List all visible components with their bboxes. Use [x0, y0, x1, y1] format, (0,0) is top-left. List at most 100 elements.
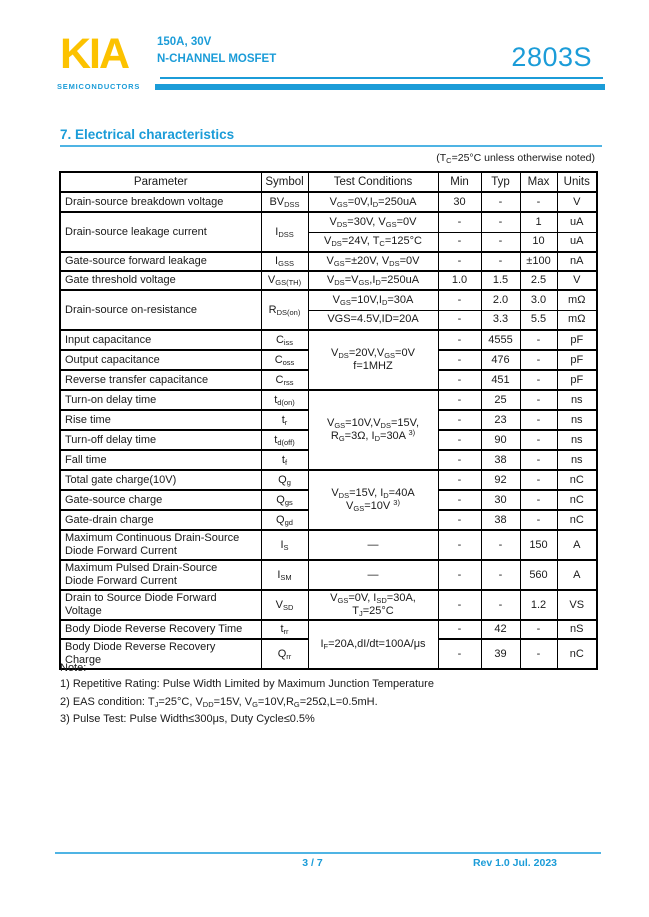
max-cell: -: [519, 638, 558, 670]
units-cell: V: [556, 270, 598, 291]
product-type: N-CHANNEL MOSFET: [157, 53, 277, 65]
symbol-cell: RDS(on): [260, 289, 309, 331]
min-cell: -: [437, 469, 482, 491]
param-cell: Rise time: [59, 409, 262, 431]
min-cell: -: [437, 429, 482, 451]
condition-cell: IF=20A,dI/dt=100A/μs: [307, 619, 439, 670]
table-row: Input capacitance Ciss VDS=20V,VGS=0V f=1MH…: [59, 329, 598, 391]
page-number: 3 / 7: [302, 857, 323, 869]
table-condition-note: (TC=25°C unless otherwise noted): [436, 152, 595, 165]
typ-cell: 92: [480, 469, 521, 491]
table-row: Output capacitance Coss -476- pF: [59, 349, 598, 371]
param-cell: Drain-source on-resistance: [59, 289, 262, 331]
symbol-cell: td(on): [260, 389, 309, 411]
max-cell: 3.0: [519, 289, 558, 311]
semiconductors-label: SEMICONDUCTORS: [57, 82, 141, 91]
symbol-cell: Qrr: [260, 638, 309, 670]
typ-cell: -: [480, 589, 521, 621]
condition-cell: VDS=VGS,ID=250uA: [307, 270, 439, 291]
param-cell: Gate-source forward leakage: [59, 251, 262, 272]
units-cell: uA: [556, 211, 598, 233]
units-cell: A: [556, 559, 598, 591]
column-header: Typ: [480, 171, 521, 193]
table-row: Body Diode Reverse Recovery Charge Qrr -39-…: [59, 638, 598, 670]
electrical-characteristics-table: Parameter Symbol Test Conditions Min Typ Max U…: [59, 171, 598, 670]
units-cell: V: [556, 191, 598, 213]
max-cell: 1: [519, 211, 558, 233]
condition-cell: VDS=20V,VGS=0V f=1MHZ: [307, 329, 439, 391]
condition-cell: VDS=24V, TC=125°C: [307, 231, 439, 253]
symbol-cell: VSD: [260, 589, 309, 621]
table-row: Turn-on delay time td(on) VGS=10V,VDS=15V,…: [59, 389, 598, 471]
max-cell: -: [519, 389, 558, 411]
section-title-underline: [60, 145, 602, 147]
product-rating: 150A, 30V: [157, 36, 212, 48]
typ-cell: -: [480, 191, 521, 213]
min-cell: -: [437, 211, 482, 233]
condition-cell: VGS=0V, ISD=30A, TJ=25°C: [307, 589, 439, 621]
symbol-cell: IS: [260, 529, 309, 561]
spec-table: Parameter Symbol Test Conditions Min Typ Max U…: [59, 171, 598, 670]
min-cell: -: [437, 449, 482, 471]
min-cell: -: [437, 509, 482, 531]
table-row: Rise time tr -23- ns: [59, 409, 598, 431]
param-cell: Gate-source charge: [59, 489, 262, 511]
table-row: Total gate charge(10V) Qg VDS=15V, ID=40A V…: [59, 469, 598, 531]
column-header: Max: [519, 171, 558, 193]
symbol-cell: Qg: [260, 469, 309, 491]
condition-cell: —: [307, 559, 439, 591]
note-item: 3) Pulse Test: Pulse Width≤300μs, Duty C…: [60, 713, 315, 725]
max-cell: -: [519, 409, 558, 431]
symbol-cell: tr: [260, 409, 309, 431]
symbol-cell: td(off): [260, 429, 309, 451]
param-cell: Input capacitance: [59, 329, 262, 351]
units-cell: ns: [556, 409, 598, 431]
max-cell: 560: [519, 559, 558, 591]
units-cell: ns: [556, 449, 598, 471]
symbol-cell: Ciss: [260, 329, 309, 351]
param-cell: Turn-off delay time: [59, 429, 262, 451]
table-row: Maximum Continuous Drain-Source Diode For…: [59, 529, 598, 561]
note-item: 1) Repetitive Rating: Pulse Width Limite…: [60, 678, 434, 690]
condition-cell: VGS=4.5V,ID=20A: [307, 309, 439, 331]
units-cell: ns: [556, 389, 598, 411]
typ-cell: 30: [480, 489, 521, 511]
typ-cell: -: [480, 559, 521, 591]
param-cell: Total gate charge(10V): [59, 469, 262, 491]
max-cell: -: [519, 509, 558, 531]
units-cell: uA: [556, 231, 598, 253]
max-cell: -: [519, 329, 558, 351]
column-header: Units: [556, 171, 598, 193]
units-cell: nC: [556, 638, 598, 670]
symbol-cell: VGS(TH): [260, 270, 309, 291]
symbol-cell: trr: [260, 619, 309, 640]
column-header: Test Conditions: [307, 171, 439, 193]
section-title: 7. Electrical characteristics: [60, 127, 235, 142]
typ-cell: 2.0: [480, 289, 521, 311]
typ-cell: 451: [480, 369, 521, 391]
units-cell: pF: [556, 349, 598, 371]
max-cell: 10: [519, 231, 558, 253]
min-cell: -: [437, 559, 482, 591]
max-cell: 2.5: [519, 270, 558, 291]
units-cell: nC: [556, 469, 598, 491]
min-cell: -: [437, 309, 482, 331]
symbol-cell: ISM: [260, 559, 309, 591]
typ-cell: -: [480, 251, 521, 272]
symbol-cell: IDSS: [260, 211, 309, 253]
typ-cell: 42: [480, 619, 521, 640]
symbol-cell: Qgs: [260, 489, 309, 511]
min-cell: -: [437, 329, 482, 351]
param-cell: Output capacitance: [59, 349, 262, 371]
kia-logo: KIA: [60, 30, 130, 78]
max-cell: 150: [519, 529, 558, 561]
typ-cell: -: [480, 211, 521, 233]
max-cell: -: [519, 469, 558, 491]
param-cell: Body Diode Reverse Recovery Time: [59, 619, 262, 640]
min-cell: -: [437, 251, 482, 272]
min-cell: -: [437, 409, 482, 431]
max-cell: ±100: [519, 251, 558, 272]
units-cell: nC: [556, 489, 598, 511]
min-cell: 30: [437, 191, 482, 213]
footer-rule: [55, 852, 601, 854]
